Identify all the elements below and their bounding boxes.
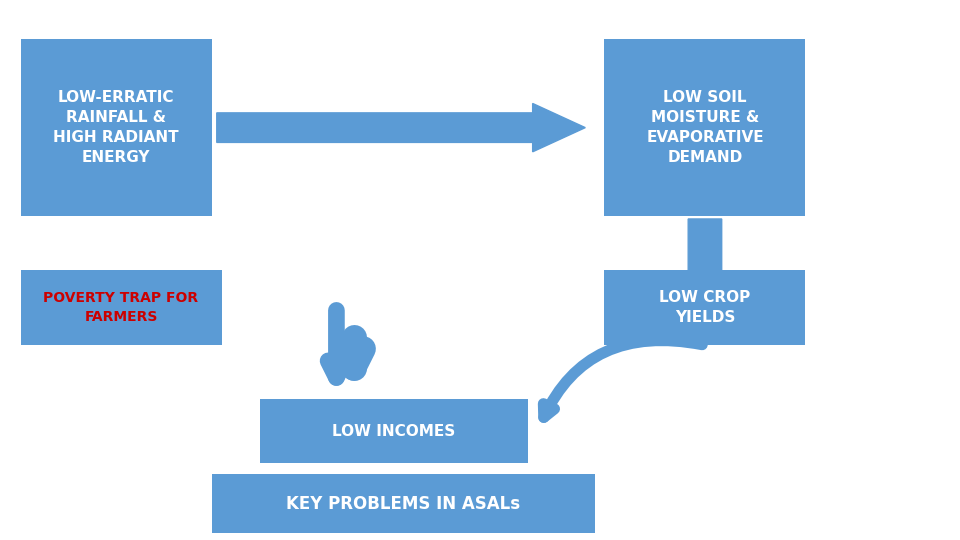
FancyArrow shape	[217, 104, 586, 152]
FancyBboxPatch shape	[605, 270, 805, 345]
Text: POVERTY TRAP FOR
FARMERS: POVERTY TRAP FOR FARMERS	[43, 292, 199, 324]
Text: LOW SOIL
MOISTURE &
EVAPORATIVE
DEMAND: LOW SOIL MOISTURE & EVAPORATIVE DEMAND	[646, 90, 764, 165]
FancyBboxPatch shape	[212, 474, 595, 533]
Text: KEY PROBLEMS IN ASALs: KEY PROBLEMS IN ASALs	[286, 495, 520, 512]
FancyArrow shape	[674, 219, 736, 313]
FancyBboxPatch shape	[20, 39, 212, 217]
FancyBboxPatch shape	[20, 270, 222, 345]
Text: LOW-ERRATIC
RAINFALL &
HIGH RADIANT
ENERGY: LOW-ERRATIC RAINFALL & HIGH RADIANT ENER…	[54, 90, 180, 165]
FancyBboxPatch shape	[260, 399, 528, 463]
Text: LOW CROP
YIELDS: LOW CROP YIELDS	[660, 290, 751, 325]
FancyBboxPatch shape	[605, 39, 805, 217]
Text: LOW INCOMES: LOW INCOMES	[332, 424, 455, 438]
